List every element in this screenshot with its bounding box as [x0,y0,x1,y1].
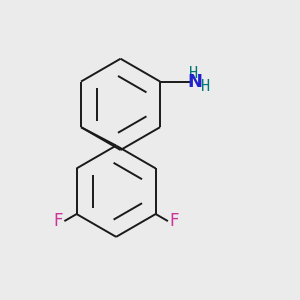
Text: F: F [53,212,63,230]
Text: F: F [169,212,179,230]
Text: H: H [201,79,210,94]
Text: H: H [189,66,198,81]
Text: N: N [187,73,202,91]
